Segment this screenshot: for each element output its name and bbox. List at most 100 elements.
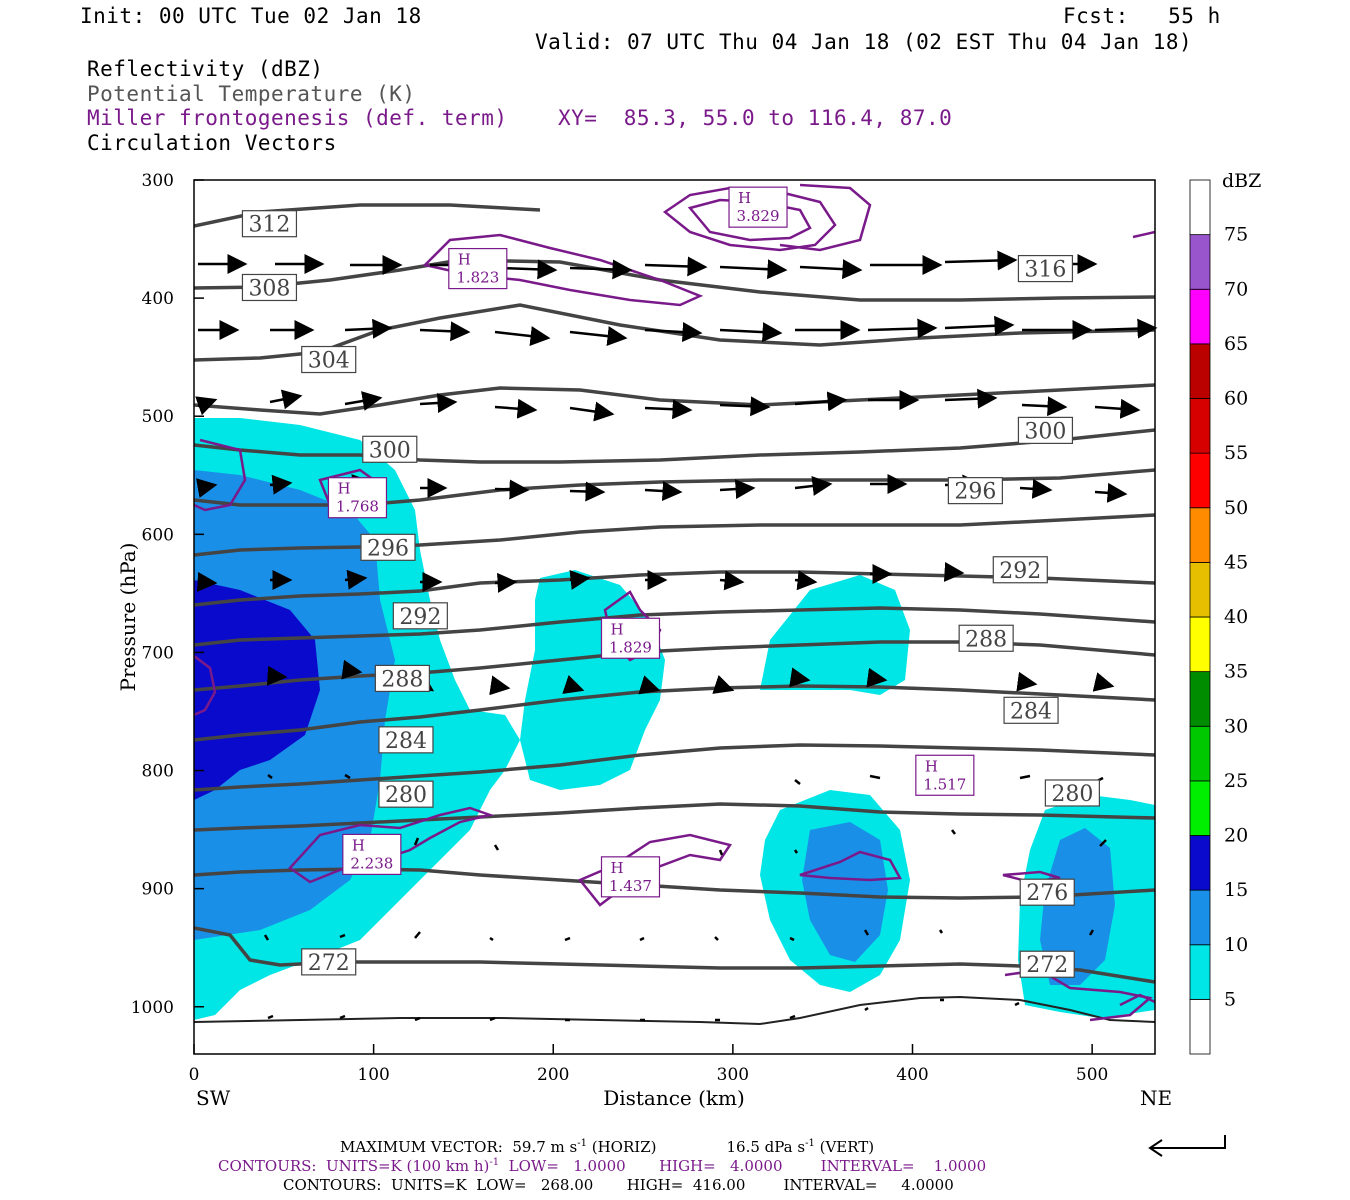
frontogenesis-high-value: 1.768 <box>336 498 379 516</box>
circulation-vectors <box>195 250 1158 696</box>
theta-label-text: 300 <box>1024 419 1066 444</box>
frontogenesis-high-value: 3.829 <box>737 207 780 225</box>
theta-label-text: 284 <box>385 729 427 754</box>
circulation-vector <box>1019 478 1053 499</box>
colorbar-level-label: 35 <box>1224 661 1248 683</box>
valid-time: Valid: 07 UTC Thu 04 Jan 18 (02 EST Thu … <box>535 30 1193 54</box>
circulation-vector <box>869 774 881 780</box>
circulation-vector <box>639 936 645 942</box>
theta-label-box <box>1003 696 1059 724</box>
theta-label-box <box>392 602 448 630</box>
theta-contour-label: 284 <box>1003 696 1059 724</box>
circulation-vector <box>789 1014 796 1020</box>
colorbar-level-label: 60 <box>1224 388 1248 410</box>
theta-contour-label: 296 <box>947 477 1003 505</box>
circulation-vector <box>719 322 783 343</box>
circulation-vector <box>569 326 628 347</box>
y-tick-label: 300 <box>142 171 174 191</box>
circulation-vector <box>196 571 218 592</box>
frontogenesis-high-letter: H <box>337 480 350 498</box>
reflectivity-10dbz-area <box>802 822 888 962</box>
field-circulation-vectors: Circulation Vectors <box>87 131 337 155</box>
theta-label-text: 288 <box>381 667 423 692</box>
colorbar-segment <box>1189 835 1211 891</box>
colorbar-level-label: 70 <box>1224 278 1248 300</box>
colorbar-level-label: 55 <box>1224 442 1248 464</box>
circulation-vector <box>494 398 538 419</box>
theta-label-text: 304 <box>308 349 350 374</box>
theta-contour-label: 280 <box>378 780 434 808</box>
frontogenesis-contour-line <box>799 850 903 882</box>
theta-label-box <box>362 435 418 463</box>
circulation-vector <box>644 399 693 420</box>
reflectivity-colorbar: 5 10 15 20 25 30 35 40 45 50 55 60 65 70 75 <box>1189 179 1248 1055</box>
circulation-vector <box>789 936 795 942</box>
circulation-vector <box>943 561 965 582</box>
theta-contour-label: 312 <box>241 210 298 238</box>
theta-contour-line <box>194 802 1155 832</box>
frontogenesis-high-box <box>327 477 388 519</box>
circulation-vector <box>867 318 938 339</box>
theta-contour-line <box>194 513 1155 557</box>
circulation-vector <box>719 479 756 500</box>
circulation-vector <box>1014 1001 1020 1007</box>
theta-label-box <box>992 556 1048 584</box>
theta-contour-label: 316 <box>1017 254 1074 283</box>
circulation-vector <box>719 570 745 591</box>
reflectivity-5dbz-area <box>760 575 910 695</box>
frontogenesis-high-box <box>342 833 402 875</box>
theta-label-text: 300 <box>369 438 411 463</box>
frontogenesis-contour-line <box>1132 230 1155 239</box>
circulation-vector <box>794 391 848 412</box>
frontogenesis-contour-line <box>194 655 217 717</box>
colorbar-segment <box>1189 452 1211 509</box>
frontogenesis-high-value: 1.829 <box>609 638 652 656</box>
theta-contour-label: 288 <box>374 664 430 692</box>
theta-label-box <box>241 273 298 302</box>
reflectivity-15dbz-area <box>194 580 320 800</box>
theta-contour-line <box>194 606 1155 647</box>
x-tick-label: 100 <box>357 1065 389 1085</box>
x-tick-label: 0 <box>189 1065 200 1085</box>
theta-label-text: 280 <box>1051 782 1093 807</box>
circulation-vector <box>341 659 363 680</box>
circulation-vector <box>263 934 270 941</box>
circulation-vector <box>719 259 788 280</box>
theta-contour-line <box>194 640 1155 692</box>
frontogenesis-high-letter: H <box>610 859 623 877</box>
theta-contour-label: 300 <box>1017 416 1074 444</box>
circulation-vector <box>793 849 799 854</box>
field-potential-temperature: Potential Temperature (K) <box>87 82 416 106</box>
theta-contour-line <box>194 684 1155 742</box>
circulation-vector <box>569 481 606 502</box>
circulation-vector <box>944 315 1015 336</box>
theta-contour-label: 304 <box>301 345 357 374</box>
theta-label-box <box>1017 416 1074 444</box>
circulation-vector <box>1094 482 1128 503</box>
frontogenesis-high-box <box>915 754 975 796</box>
y-tick-label: 700 <box>142 643 174 663</box>
theta-label-text: 296 <box>367 536 409 561</box>
colorbar-level-label: 20 <box>1224 825 1248 847</box>
circulation-vector <box>794 476 833 496</box>
theta-contour-line <box>194 926 1155 984</box>
colorbar-segment <box>1189 998 1211 1055</box>
circulation-vector <box>269 474 293 495</box>
circulation-vector <box>951 829 956 835</box>
circulation-vector <box>195 396 218 416</box>
theta-contour-label: 272 <box>1019 950 1075 978</box>
theta-contour-label: 296 <box>360 533 416 561</box>
circulation-vector <box>196 478 218 498</box>
circulation-vector <box>489 675 511 696</box>
theta-label-text: 284 <box>1010 699 1052 724</box>
colorbar-level-label: 45 <box>1224 551 1248 573</box>
circulation-vector <box>638 675 661 695</box>
colorbar-level-label: 30 <box>1224 715 1248 737</box>
circulation-vector <box>1094 318 1158 339</box>
theta-label-text: 316 <box>1024 258 1066 283</box>
theta-label-text: 292 <box>999 559 1041 584</box>
frontogenesis-contour-line <box>779 183 872 252</box>
circulation-vector <box>344 318 393 339</box>
colorbar-segment <box>1189 725 1211 782</box>
